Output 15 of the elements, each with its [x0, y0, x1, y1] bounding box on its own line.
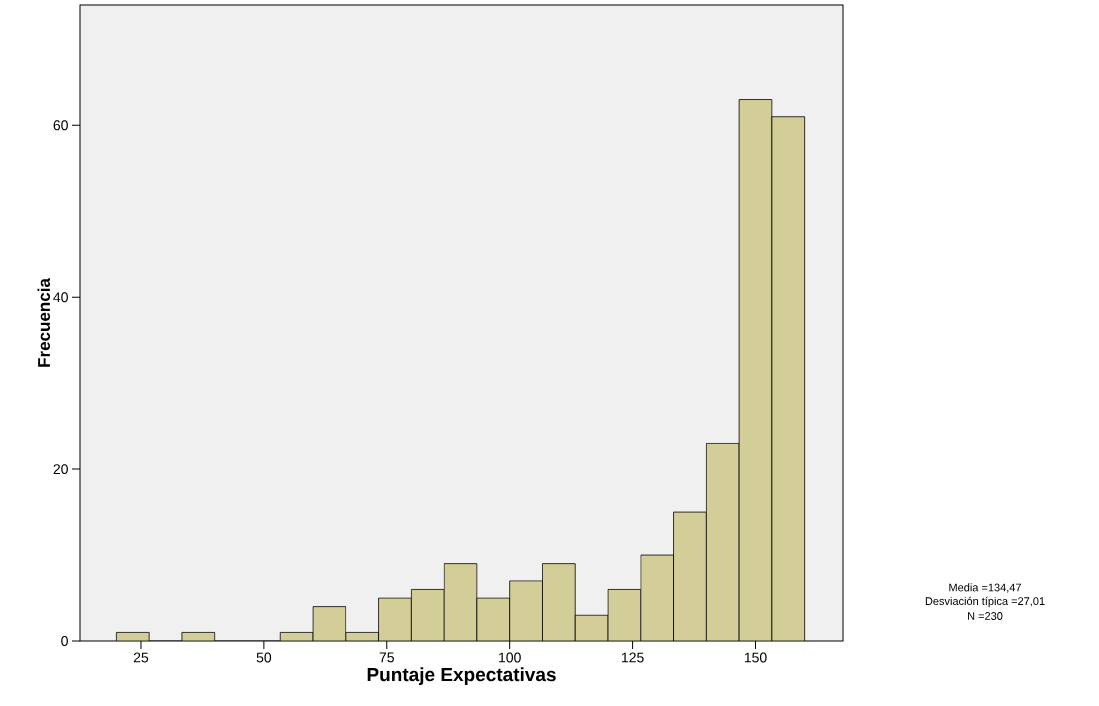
x-tick-label: 125 [621, 652, 644, 663]
y-tick-label: 20 [53, 464, 68, 475]
y-tick-label: 40 [53, 292, 68, 303]
x-tick-label: 150 [744, 652, 767, 663]
x-axis-title: Puntaje Expectativas [367, 667, 556, 686]
text: N =230 [968, 612, 1003, 620]
x-tick-label: 50 [256, 652, 272, 663]
x-tick-label: 100 [499, 652, 521, 663]
y-tick-label: 0 [61, 636, 68, 646]
y-tick-label: 60 [53, 120, 68, 131]
x-tick-label: 25 [133, 652, 149, 663]
y-axis-title: Frecuencia [37, 278, 51, 367]
text: Media =134,47 [949, 583, 1021, 593]
text: Desviación típica =27,01 [925, 596, 1045, 608]
x-tick-label: 75 [379, 652, 394, 663]
